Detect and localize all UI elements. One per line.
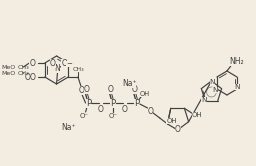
Text: MeO: MeO bbox=[2, 65, 16, 70]
Text: O: O bbox=[50, 58, 56, 68]
Text: O: O bbox=[79, 85, 85, 94]
Text: O⁻: O⁻ bbox=[80, 113, 89, 119]
Text: O: O bbox=[29, 58, 35, 68]
Text: P: P bbox=[110, 98, 115, 108]
Text: N: N bbox=[55, 64, 60, 73]
Text: CH₃: CH₃ bbox=[18, 65, 29, 70]
Text: N: N bbox=[234, 84, 240, 90]
Text: O: O bbox=[84, 84, 90, 93]
Text: O⁻: O⁻ bbox=[108, 113, 117, 119]
Text: CH₃: CH₃ bbox=[72, 67, 84, 72]
Text: O: O bbox=[122, 105, 128, 114]
Text: O: O bbox=[147, 107, 153, 116]
Text: O: O bbox=[25, 73, 30, 82]
Text: MeO: MeO bbox=[2, 71, 16, 76]
Text: OH: OH bbox=[166, 118, 177, 124]
Text: O: O bbox=[175, 125, 180, 134]
Text: O: O bbox=[132, 84, 138, 93]
Text: Na⁺: Na⁺ bbox=[122, 79, 136, 87]
Text: OH: OH bbox=[140, 91, 150, 97]
Text: ⁺: ⁺ bbox=[61, 66, 64, 71]
Text: CH₃: CH₃ bbox=[18, 71, 29, 76]
Text: OH: OH bbox=[192, 112, 202, 118]
Text: −: − bbox=[66, 61, 72, 67]
Text: O: O bbox=[98, 105, 103, 114]
Text: P: P bbox=[134, 98, 140, 108]
Text: N: N bbox=[210, 79, 215, 85]
Text: O: O bbox=[29, 73, 35, 82]
Text: N: N bbox=[201, 97, 207, 103]
Text: O: O bbox=[108, 84, 114, 93]
Text: P: P bbox=[86, 98, 91, 108]
Text: O: O bbox=[61, 58, 67, 68]
Text: Na⁺: Na⁺ bbox=[61, 124, 76, 132]
Text: N: N bbox=[212, 87, 218, 93]
Text: NH₂: NH₂ bbox=[229, 56, 244, 66]
